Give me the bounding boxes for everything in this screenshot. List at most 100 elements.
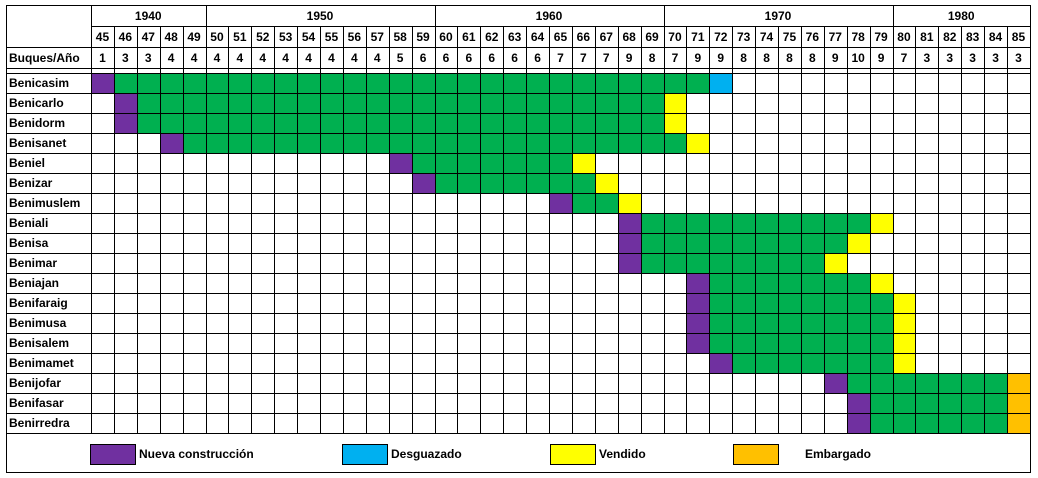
cell-activo (297, 93, 321, 113)
border-right (1029, 5, 1031, 472)
year-column-line (503, 26, 505, 433)
row-line (6, 393, 1030, 394)
year-column-line (846, 26, 848, 433)
year-tick-label: 84 (988, 29, 1003, 44)
cell-activo (823, 213, 848, 233)
year-tick-label: 65 (553, 29, 568, 44)
cell-activo (892, 373, 916, 393)
cell-activo (823, 293, 848, 313)
year-column-line (159, 26, 161, 433)
cell-activo (297, 113, 321, 133)
cell-activo (984, 413, 1008, 433)
fleet-count-label: 4 (259, 50, 267, 65)
name-column-line (91, 5, 92, 433)
cell-activo (869, 293, 894, 313)
year-tick-label: 50 (210, 29, 224, 44)
fleet-count-label: 3 (144, 50, 152, 65)
year-column-line (571, 26, 573, 433)
cell-activo (136, 113, 161, 133)
fleet-count-label: 7 (557, 50, 564, 65)
cell-activo (800, 313, 825, 333)
cell-activo (640, 113, 665, 133)
fleet-count-label: 6 (488, 50, 496, 65)
row-line (6, 213, 1030, 214)
cell-vendido (663, 113, 687, 133)
cell-activo (663, 213, 687, 233)
row-line (6, 133, 1030, 134)
fleet-count-label: 6 (419, 50, 427, 65)
cell-nueva-construccion (91, 73, 115, 93)
cell-activo (732, 273, 756, 293)
year-tick-label: 75 (782, 29, 797, 44)
row-line (6, 313, 1030, 314)
cell-activo (686, 213, 710, 233)
cell-activo (182, 93, 207, 113)
year-column-line (938, 26, 940, 433)
cell-activo (205, 73, 229, 93)
year-column-line (365, 26, 367, 433)
cell-activo (342, 93, 367, 113)
cell-activo (869, 313, 894, 333)
cell-activo (388, 133, 413, 153)
cell-activo (182, 73, 207, 93)
year-tick-label: 85 (1011, 29, 1026, 44)
cell-activo (755, 253, 779, 273)
cell-activo (869, 333, 894, 353)
cell-activo (755, 213, 779, 233)
decade-separator (434, 5, 436, 26)
cell-activo (503, 113, 527, 133)
decade-label: 1970 (764, 8, 792, 23)
year-column-line (778, 26, 779, 433)
cell-nueva-construccion (411, 173, 436, 193)
cell-activo (732, 293, 756, 313)
year-tick-label: 70 (668, 29, 682, 44)
year-column-line (205, 26, 207, 433)
year-tick-label: 57 (370, 29, 384, 44)
cell-activo (938, 373, 962, 393)
decade-separator (663, 5, 665, 26)
cell-activo (526, 153, 550, 173)
row-line (6, 353, 1030, 354)
fleet-count-label: 8 (786, 50, 793, 65)
cell-activo (549, 113, 573, 133)
cell-vendido (663, 93, 687, 113)
cell-nueva-construccion (617, 253, 642, 273)
row-line (6, 93, 1030, 94)
cell-activo (846, 313, 871, 333)
cell-activo (915, 393, 939, 413)
fleet-count-label: 3 (121, 50, 129, 65)
cell-activo (709, 313, 733, 333)
cell-activo (594, 93, 619, 113)
ship-name-label: Benidorm (9, 116, 66, 130)
cell-activo (205, 93, 229, 113)
year-column-line (182, 26, 184, 433)
year-column-line (342, 26, 344, 433)
year-tick-label: 71 (691, 29, 705, 44)
cell-activo (342, 73, 367, 93)
year-tick-label: 61 (462, 29, 476, 44)
cell-activo (823, 233, 848, 253)
row-line (6, 433, 1030, 434)
cell-activo (457, 153, 481, 173)
ship-name-label: Beniel (9, 156, 46, 170)
cell-activo (778, 293, 802, 313)
cell-activo (663, 253, 687, 273)
cell-activo (434, 133, 458, 153)
cell-activo (526, 173, 550, 193)
year-column-line (892, 26, 894, 433)
year-tick-label: 48 (164, 29, 178, 44)
cell-activo (869, 373, 894, 393)
border-left (6, 5, 7, 472)
cell-activo (274, 133, 298, 153)
cell-activo (182, 133, 207, 153)
legend-swatch-nueva (90, 444, 136, 465)
cell-activo (503, 73, 527, 93)
fleet-count-label: 6 (534, 50, 541, 65)
cell-activo (320, 73, 344, 93)
cell-activo (365, 133, 390, 153)
year-tick-label: 52 (256, 29, 270, 44)
year-column-line (709, 26, 711, 433)
row-line (6, 253, 1030, 254)
cell-activo (915, 413, 939, 433)
fleet-count-label: 4 (236, 50, 244, 65)
